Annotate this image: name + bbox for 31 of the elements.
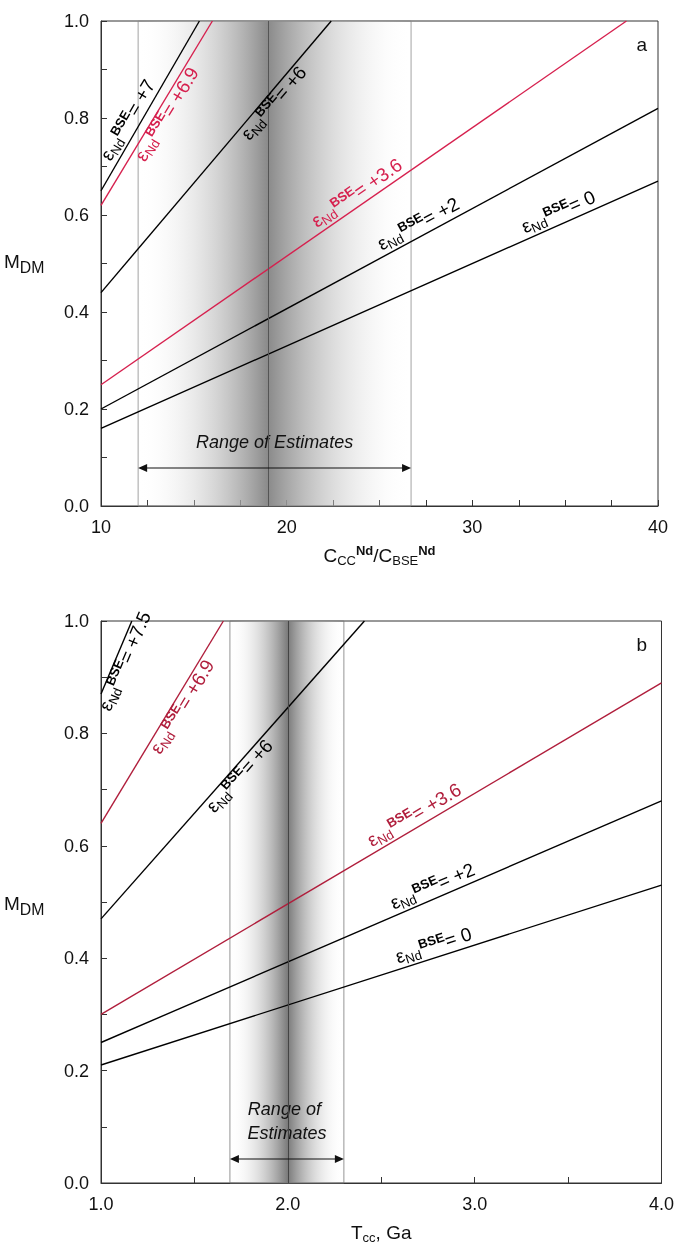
x-tick-label: 20 [276,517,297,537]
y-tick-label: 0.0 [63,496,89,516]
text: εNdBSE= +3.6 [363,778,465,851]
y-axis-title: M$_{DM}$ [4,893,45,918]
x-tick-label: 2.0 [275,1194,301,1214]
y-tick-label: 0.8 [63,108,89,128]
x-tick-label: 1.0 [88,1194,114,1214]
y-tick-label: 0.2 [63,399,89,419]
annotation: a [636,34,648,55]
x-tick-label: 30 [462,517,483,537]
text: εNdBSE= +2 [373,193,463,255]
text: εNdBSE= 0 [517,186,599,238]
y-tick-label: 0.8 [63,723,89,744]
band-label: Range of Estimates [196,432,354,453]
y-tick-label: 0.0 [63,1173,89,1193]
y-tick-label: 0.6 [63,835,89,856]
y-tick-label: 0.2 [63,1060,89,1081]
y-tick-label: 0.6 [63,205,89,225]
x-tick-label: 10 [90,517,112,537]
y-axis-title: M$_{DM}$ [4,250,45,276]
x-tick-label: 40 [647,517,669,537]
x-tick-label: 3.0 [462,1194,488,1214]
annotation: b [636,634,648,655]
x-tick-label: 4.0 [648,1194,674,1214]
text: εNdBSE= +2 [386,858,478,914]
y-tick-label: 1.0 [63,611,89,631]
y-tick-label: 0.4 [63,302,89,322]
y-tick-label: 1.0 [63,11,89,31]
y-tick-label: 0.4 [63,948,89,969]
text: εNdBSE= +7.5 [94,608,155,714]
text: εNdBSE= 0 [392,923,475,968]
